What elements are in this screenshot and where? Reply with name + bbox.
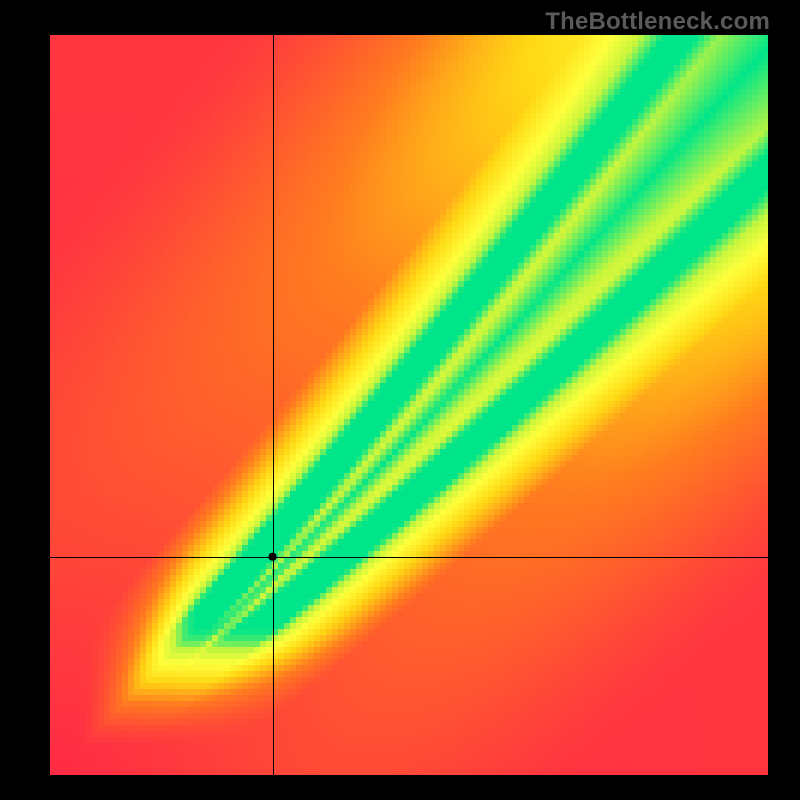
watermark-label: TheBottleneck.com (545, 8, 770, 36)
crosshair-overlay (50, 35, 768, 775)
